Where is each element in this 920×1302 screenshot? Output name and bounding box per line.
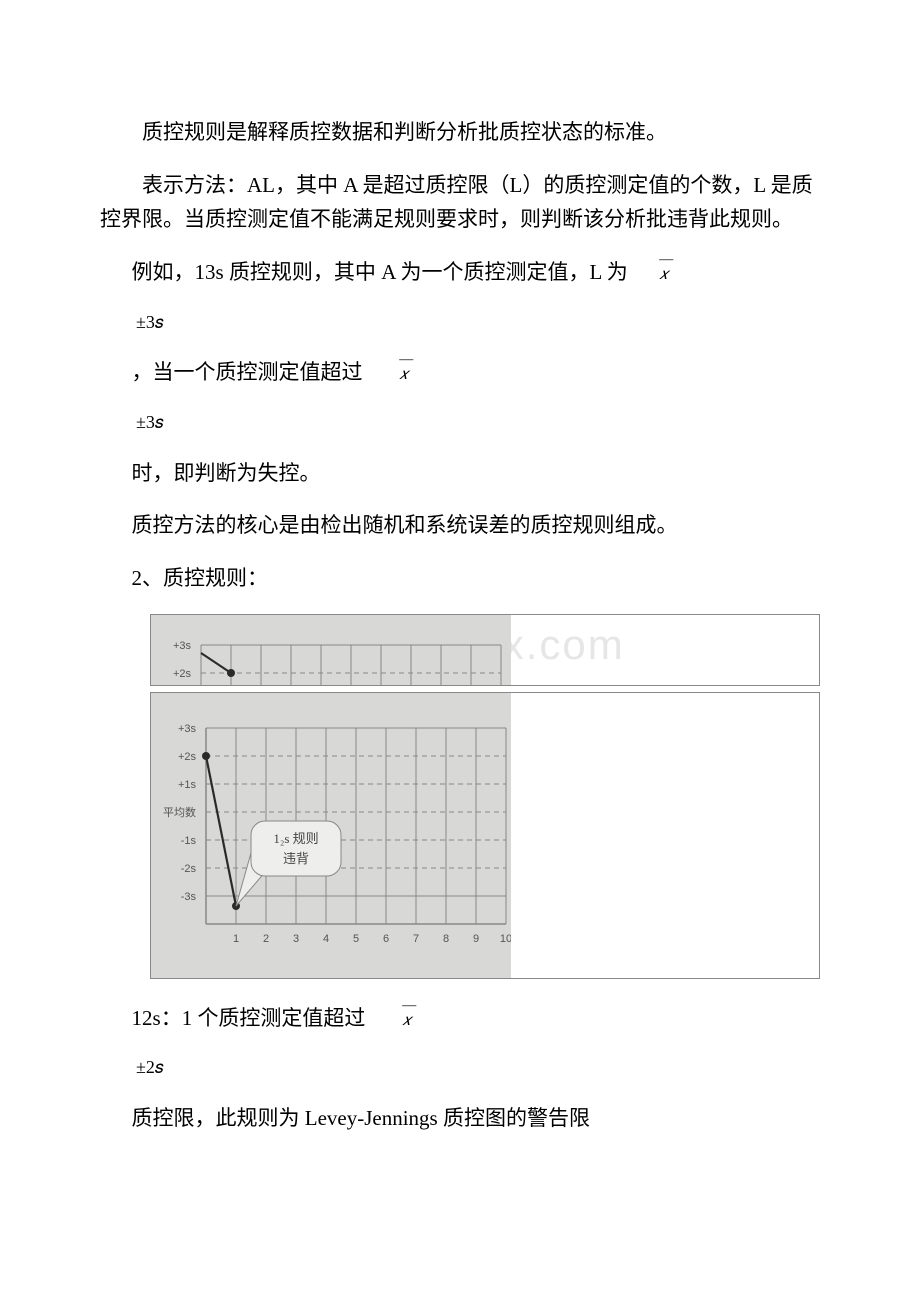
svg-text:1: 1	[233, 933, 239, 945]
text: A	[343, 173, 362, 197]
text: ，当一个质控测定值超过	[132, 360, 363, 384]
svg-text:8: 8	[443, 933, 449, 945]
svg-text:1₂s 规则: 1₂s 规则	[273, 831, 318, 846]
text: AL	[247, 173, 275, 197]
svg-text:+3s: +3s	[173, 640, 192, 652]
text: 是超过质控限（	[363, 173, 510, 197]
text: L	[753, 173, 770, 197]
x-bar-symbol: 𝑥	[368, 362, 408, 388]
paragraph: 时，即判断为失控。	[100, 456, 820, 491]
chart-bottom: +3s +2s +1s 平均数 -1s -2s -3s 1 2 3 4 5 6 7 8 9 10 1₂s 规则违背	[150, 692, 820, 979]
control-chart-top: +3s +2s	[151, 615, 511, 685]
svg-text:+1s: +1s	[178, 779, 197, 791]
text: L	[589, 260, 606, 284]
text: 个质控测定值超过	[197, 1006, 365, 1030]
svg-text:10: 10	[500, 933, 511, 945]
paragraph: 表示方法：AL，其中 A 是超过质控限（L）的质控测定值的个数，L 是质控界限。…	[100, 168, 820, 237]
text: 12s	[132, 1006, 161, 1030]
chart-top: +3s +2s	[150, 614, 820, 686]
paragraph: 例如，13s 质控规则，其中 A 为一个质控测定值，L 为𝑥	[100, 255, 820, 290]
text: 1	[182, 1006, 198, 1030]
text: 为一个质控测定值，	[400, 260, 589, 284]
svg-text:-3s: -3s	[181, 891, 197, 903]
paragraph: ，当一个质控测定值超过 𝑥	[100, 355, 820, 390]
charts-container: +3s +2s +3s +2s +1s 平均数 -1s -2s -3s 1 2 3 4 5 6 7 8 9 10 1…	[150, 614, 820, 979]
text: Levey-Jennings	[305, 1106, 443, 1130]
text: 为	[607, 260, 628, 284]
formula: ±3𝑠	[136, 308, 820, 338]
svg-text:-1s: -1s	[181, 835, 197, 847]
paragraph: 2、质控规则：	[100, 561, 820, 596]
text: A	[381, 260, 400, 284]
svg-text:平均数: 平均数	[163, 806, 196, 819]
svg-text:2: 2	[263, 933, 269, 945]
formula: ±3𝑠	[136, 408, 820, 438]
svg-text:3: 3	[293, 933, 299, 945]
svg-text:+2s: +2s	[178, 751, 197, 763]
text: 质控规则，其中	[229, 260, 381, 284]
svg-text:+2s: +2s	[173, 668, 192, 680]
svg-text:9: 9	[473, 933, 479, 945]
x-bar-symbol: 𝑥	[371, 1008, 411, 1034]
text: 例如，	[132, 260, 195, 284]
control-chart-bottom: +3s +2s +1s 平均数 -1s -2s -3s 1 2 3 4 5 6 7 8 9 10 1₂s 规则违背	[151, 693, 511, 978]
text: ）的质控测定值的个数，	[522, 173, 753, 197]
svg-text:5: 5	[353, 933, 359, 945]
paragraph: 质控方法的核心是由检出随机和系统误差的质控规则组成。	[100, 508, 820, 543]
text: 13s	[195, 260, 229, 284]
text: L	[510, 173, 523, 197]
svg-text:-2s: -2s	[181, 863, 197, 875]
svg-text:违背: 违背	[283, 851, 309, 866]
svg-text:7: 7	[413, 933, 419, 945]
svg-text:4: 4	[323, 933, 329, 945]
x-bar-symbol: 𝑥	[628, 262, 668, 288]
text: ，其中	[275, 173, 343, 197]
paragraph: 质控规则是解释质控数据和判断分析批质控状态的标准。	[100, 115, 820, 150]
text: 表示方法：	[142, 173, 247, 197]
paragraph: 12s：1 个质控测定值超过 𝑥	[100, 1001, 820, 1036]
svg-text:6: 6	[383, 933, 389, 945]
text: ：	[161, 1006, 182, 1030]
paragraph: 质控限，此规则为 Levey-Jennings 质控图的警告限	[100, 1101, 820, 1136]
text: 质控限，此规则为	[132, 1106, 305, 1130]
formula: ±2𝑠	[136, 1053, 820, 1083]
text: 质控图的警告限	[443, 1106, 590, 1130]
svg-text:+3s: +3s	[178, 723, 197, 735]
